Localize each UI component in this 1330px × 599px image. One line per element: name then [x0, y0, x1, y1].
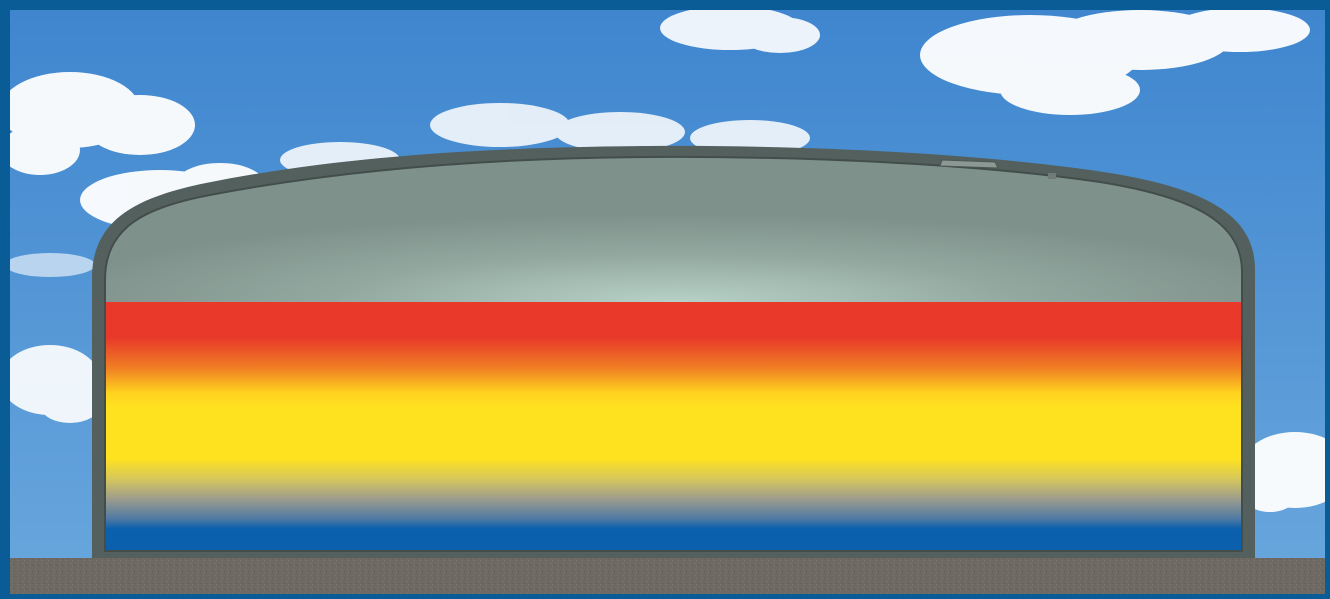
- temperature-layers: [105, 302, 1242, 551]
- cloud-icon: [10, 253, 95, 277]
- cloud-icon: [920, 10, 1310, 115]
- cloud-icon: [660, 10, 820, 53]
- cloud-icon: [280, 103, 810, 178]
- roof-vent-icon: [939, 159, 1056, 179]
- tank-illustration: [10, 10, 1325, 594]
- tank-scene: [10, 10, 1325, 594]
- tank-headspace: [105, 156, 1242, 310]
- tank-inner-edge: [104, 155, 1243, 552]
- tank-interior: [105, 156, 1242, 551]
- cloud-icon: [10, 72, 195, 175]
- cloud-icon: [10, 345, 100, 423]
- ground: [10, 558, 1325, 594]
